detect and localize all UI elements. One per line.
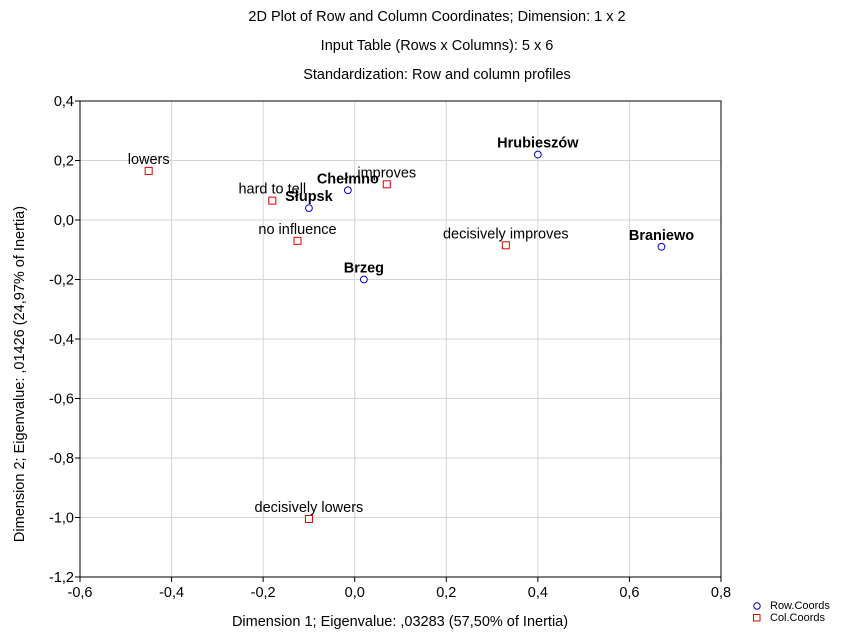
point-label-lowers: lowers (128, 152, 170, 168)
col-point-decisively-improves (501, 241, 510, 250)
col-point-improves (382, 180, 391, 189)
point-label-hrubiesz-w: Hrubieszów (497, 136, 579, 152)
legend-item-row-coords: Row.Coords (752, 600, 830, 612)
x-tick-label: 0,6 (619, 585, 639, 601)
x-tick-label: 0,4 (528, 585, 548, 601)
square-marker-icon (753, 614, 761, 622)
point-label-s-upsk: Słupsk (285, 189, 333, 205)
point-label-improves: improves (357, 165, 416, 181)
y-tick-label: 0,4 (54, 94, 74, 110)
point-label-brzeg: Brzeg (344, 261, 384, 277)
legend: Row.Coords Col.Coords (752, 600, 830, 624)
legend-label-col-coords: Col.Coords (770, 612, 826, 624)
axis-ticks: -0,6 -0,4 -0,2 0,0 0,2 0,4 0,6 0,8 0,4 0,2 0,0 -0,2… (49, 94, 731, 601)
legend-item-col-coords: Col.Coords (752, 612, 830, 624)
chart-title: 2D Plot of Row and Column Coordinates; D… (248, 9, 626, 25)
chart-subtitle-standardization: Standardization: Row and column profiles (303, 67, 571, 83)
y-tick-label: -1,0 (49, 511, 74, 527)
x-tick-label: -0,2 (251, 585, 276, 601)
point-label-decisively-improves: decisively improves (443, 226, 569, 242)
x-tick-label: 0,2 (436, 585, 456, 601)
row-point-braniewo (657, 242, 666, 251)
x-tick-label: 0,0 (345, 585, 365, 601)
col-point-hard-to-tell (268, 196, 277, 205)
y-tick-label: 0,2 (54, 154, 74, 170)
y-tick-label: -0,4 (49, 332, 74, 348)
x-tick-label: 0,8 (711, 585, 731, 601)
data-points: Hrubieszów Chełmno Słupsk Brzeg Braniewo lowe… (128, 136, 694, 523)
x-tick-label: -0,4 (159, 585, 184, 601)
point-label-decisively-lowers: decisively lowers (255, 500, 364, 516)
col-point-lowers (144, 166, 153, 175)
circle-marker-icon (753, 602, 761, 610)
chart-subtitle-input-table: Input Table (Rows x Columns): 5 x 6 (320, 38, 554, 54)
y-tick-label: -0,8 (49, 451, 74, 467)
point-label-no-influence: no influence (258, 222, 336, 238)
y-tick-label: 0,0 (54, 213, 74, 229)
point-label-che-mno: Chełmno (317, 171, 379, 187)
row-point-brzeg (359, 275, 368, 284)
col-point-decisively-lowers (304, 514, 313, 523)
legend-label-row-coords: Row.Coords (770, 600, 830, 612)
row-point-s-upsk (305, 204, 313, 213)
row-point-hrubiesz-w (533, 150, 542, 159)
point-label-braniewo: Braniewo (629, 228, 694, 244)
x-axis-label: Dimension 1; Eigenvalue: ,03283 (57,50% … (231, 614, 569, 630)
y-tick-label: -0,6 (49, 392, 74, 408)
y-axis-label: Dimension 2; Eigenvalue: ,01426 (24,97% … (12, 205, 28, 543)
point-label-hard-to-tell: hard to tell (238, 182, 306, 198)
x-tick-label: -0,6 (68, 585, 93, 601)
y-tick-label: -0,2 (49, 273, 74, 289)
row-point-che-mno (343, 186, 352, 195)
y-tick-label: -1,2 (49, 570, 74, 586)
col-point-no-influence (293, 236, 302, 245)
